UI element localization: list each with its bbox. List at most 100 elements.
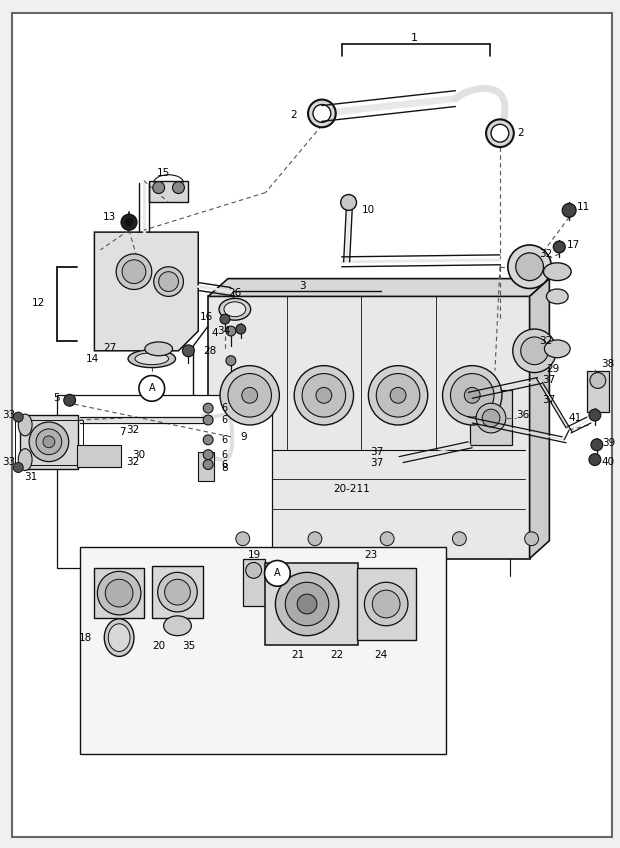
Text: 9: 9 — [241, 432, 247, 442]
Ellipse shape — [18, 449, 32, 471]
Text: 13: 13 — [103, 212, 116, 222]
Circle shape — [154, 267, 184, 297]
Text: 38: 38 — [601, 359, 614, 369]
Ellipse shape — [135, 353, 169, 365]
Polygon shape — [94, 232, 198, 351]
Ellipse shape — [219, 298, 250, 321]
Text: 6: 6 — [221, 449, 227, 460]
Bar — [587, 371, 609, 412]
Circle shape — [105, 579, 133, 607]
Circle shape — [525, 532, 539, 545]
Text: 32: 32 — [539, 336, 553, 346]
Ellipse shape — [18, 414, 32, 436]
Ellipse shape — [544, 340, 570, 358]
Text: 17: 17 — [567, 240, 580, 250]
Polygon shape — [94, 568, 144, 618]
Circle shape — [236, 532, 250, 545]
Circle shape — [302, 374, 345, 417]
Text: 32: 32 — [126, 456, 140, 466]
Circle shape — [182, 345, 194, 357]
Circle shape — [203, 404, 213, 413]
Ellipse shape — [544, 263, 571, 281]
Circle shape — [125, 218, 133, 226]
Bar — [470, 390, 511, 444]
Text: 40: 40 — [602, 456, 615, 466]
Ellipse shape — [145, 342, 172, 356]
Circle shape — [285, 583, 329, 626]
Circle shape — [308, 99, 336, 127]
Circle shape — [464, 388, 480, 404]
Polygon shape — [149, 181, 188, 203]
Circle shape — [365, 583, 408, 626]
Circle shape — [340, 194, 356, 210]
Text: 35: 35 — [182, 640, 195, 650]
Text: 5: 5 — [53, 393, 60, 404]
Circle shape — [36, 429, 62, 455]
Circle shape — [226, 326, 236, 336]
Circle shape — [376, 374, 420, 417]
Bar — [356, 568, 416, 639]
Circle shape — [13, 412, 23, 422]
Circle shape — [486, 120, 514, 147]
Circle shape — [203, 449, 213, 460]
Text: 28: 28 — [203, 346, 216, 356]
Text: 20-211: 20-211 — [333, 484, 370, 494]
Circle shape — [228, 374, 272, 417]
Circle shape — [97, 572, 141, 615]
Circle shape — [390, 388, 406, 404]
Bar — [198, 452, 214, 482]
Text: 6: 6 — [221, 415, 227, 425]
Circle shape — [139, 376, 165, 401]
Text: 37: 37 — [370, 447, 383, 457]
Text: 32: 32 — [539, 248, 553, 259]
Circle shape — [443, 365, 502, 425]
Bar — [20, 416, 78, 470]
Ellipse shape — [108, 624, 130, 651]
Bar — [265, 563, 358, 644]
Text: 39: 39 — [602, 438, 615, 448]
Circle shape — [513, 329, 556, 372]
Circle shape — [521, 337, 548, 365]
Text: 18: 18 — [79, 633, 92, 643]
Circle shape — [203, 416, 213, 425]
Text: 2: 2 — [518, 128, 525, 138]
Polygon shape — [529, 279, 549, 559]
Circle shape — [236, 324, 246, 334]
Circle shape — [308, 532, 322, 545]
Circle shape — [451, 374, 494, 417]
Circle shape — [482, 410, 500, 427]
Text: 22: 22 — [330, 650, 343, 661]
Circle shape — [43, 436, 55, 448]
Text: 19: 19 — [248, 550, 261, 560]
Ellipse shape — [128, 350, 175, 368]
Circle shape — [591, 438, 603, 450]
Text: 23: 23 — [365, 550, 378, 560]
Circle shape — [116, 254, 152, 289]
Text: 29: 29 — [546, 364, 560, 374]
Circle shape — [29, 422, 69, 461]
Circle shape — [246, 562, 262, 578]
Text: 37: 37 — [542, 376, 556, 386]
Circle shape — [380, 532, 394, 545]
Text: 12: 12 — [32, 298, 45, 309]
Circle shape — [242, 388, 257, 404]
Circle shape — [294, 365, 353, 425]
Ellipse shape — [224, 302, 246, 316]
Circle shape — [368, 365, 428, 425]
Text: 26: 26 — [228, 288, 241, 298]
Circle shape — [157, 572, 197, 612]
Circle shape — [590, 372, 606, 388]
Text: 1: 1 — [410, 33, 417, 43]
Text: 4: 4 — [211, 328, 218, 338]
Circle shape — [220, 315, 230, 324]
Circle shape — [165, 579, 190, 605]
Text: 6: 6 — [221, 403, 227, 413]
Circle shape — [122, 259, 146, 283]
Text: 21: 21 — [291, 650, 305, 661]
Bar — [16, 420, 82, 465]
Circle shape — [220, 365, 280, 425]
Circle shape — [121, 215, 137, 230]
Circle shape — [172, 181, 184, 193]
Text: 15: 15 — [157, 168, 171, 178]
Circle shape — [491, 125, 509, 142]
